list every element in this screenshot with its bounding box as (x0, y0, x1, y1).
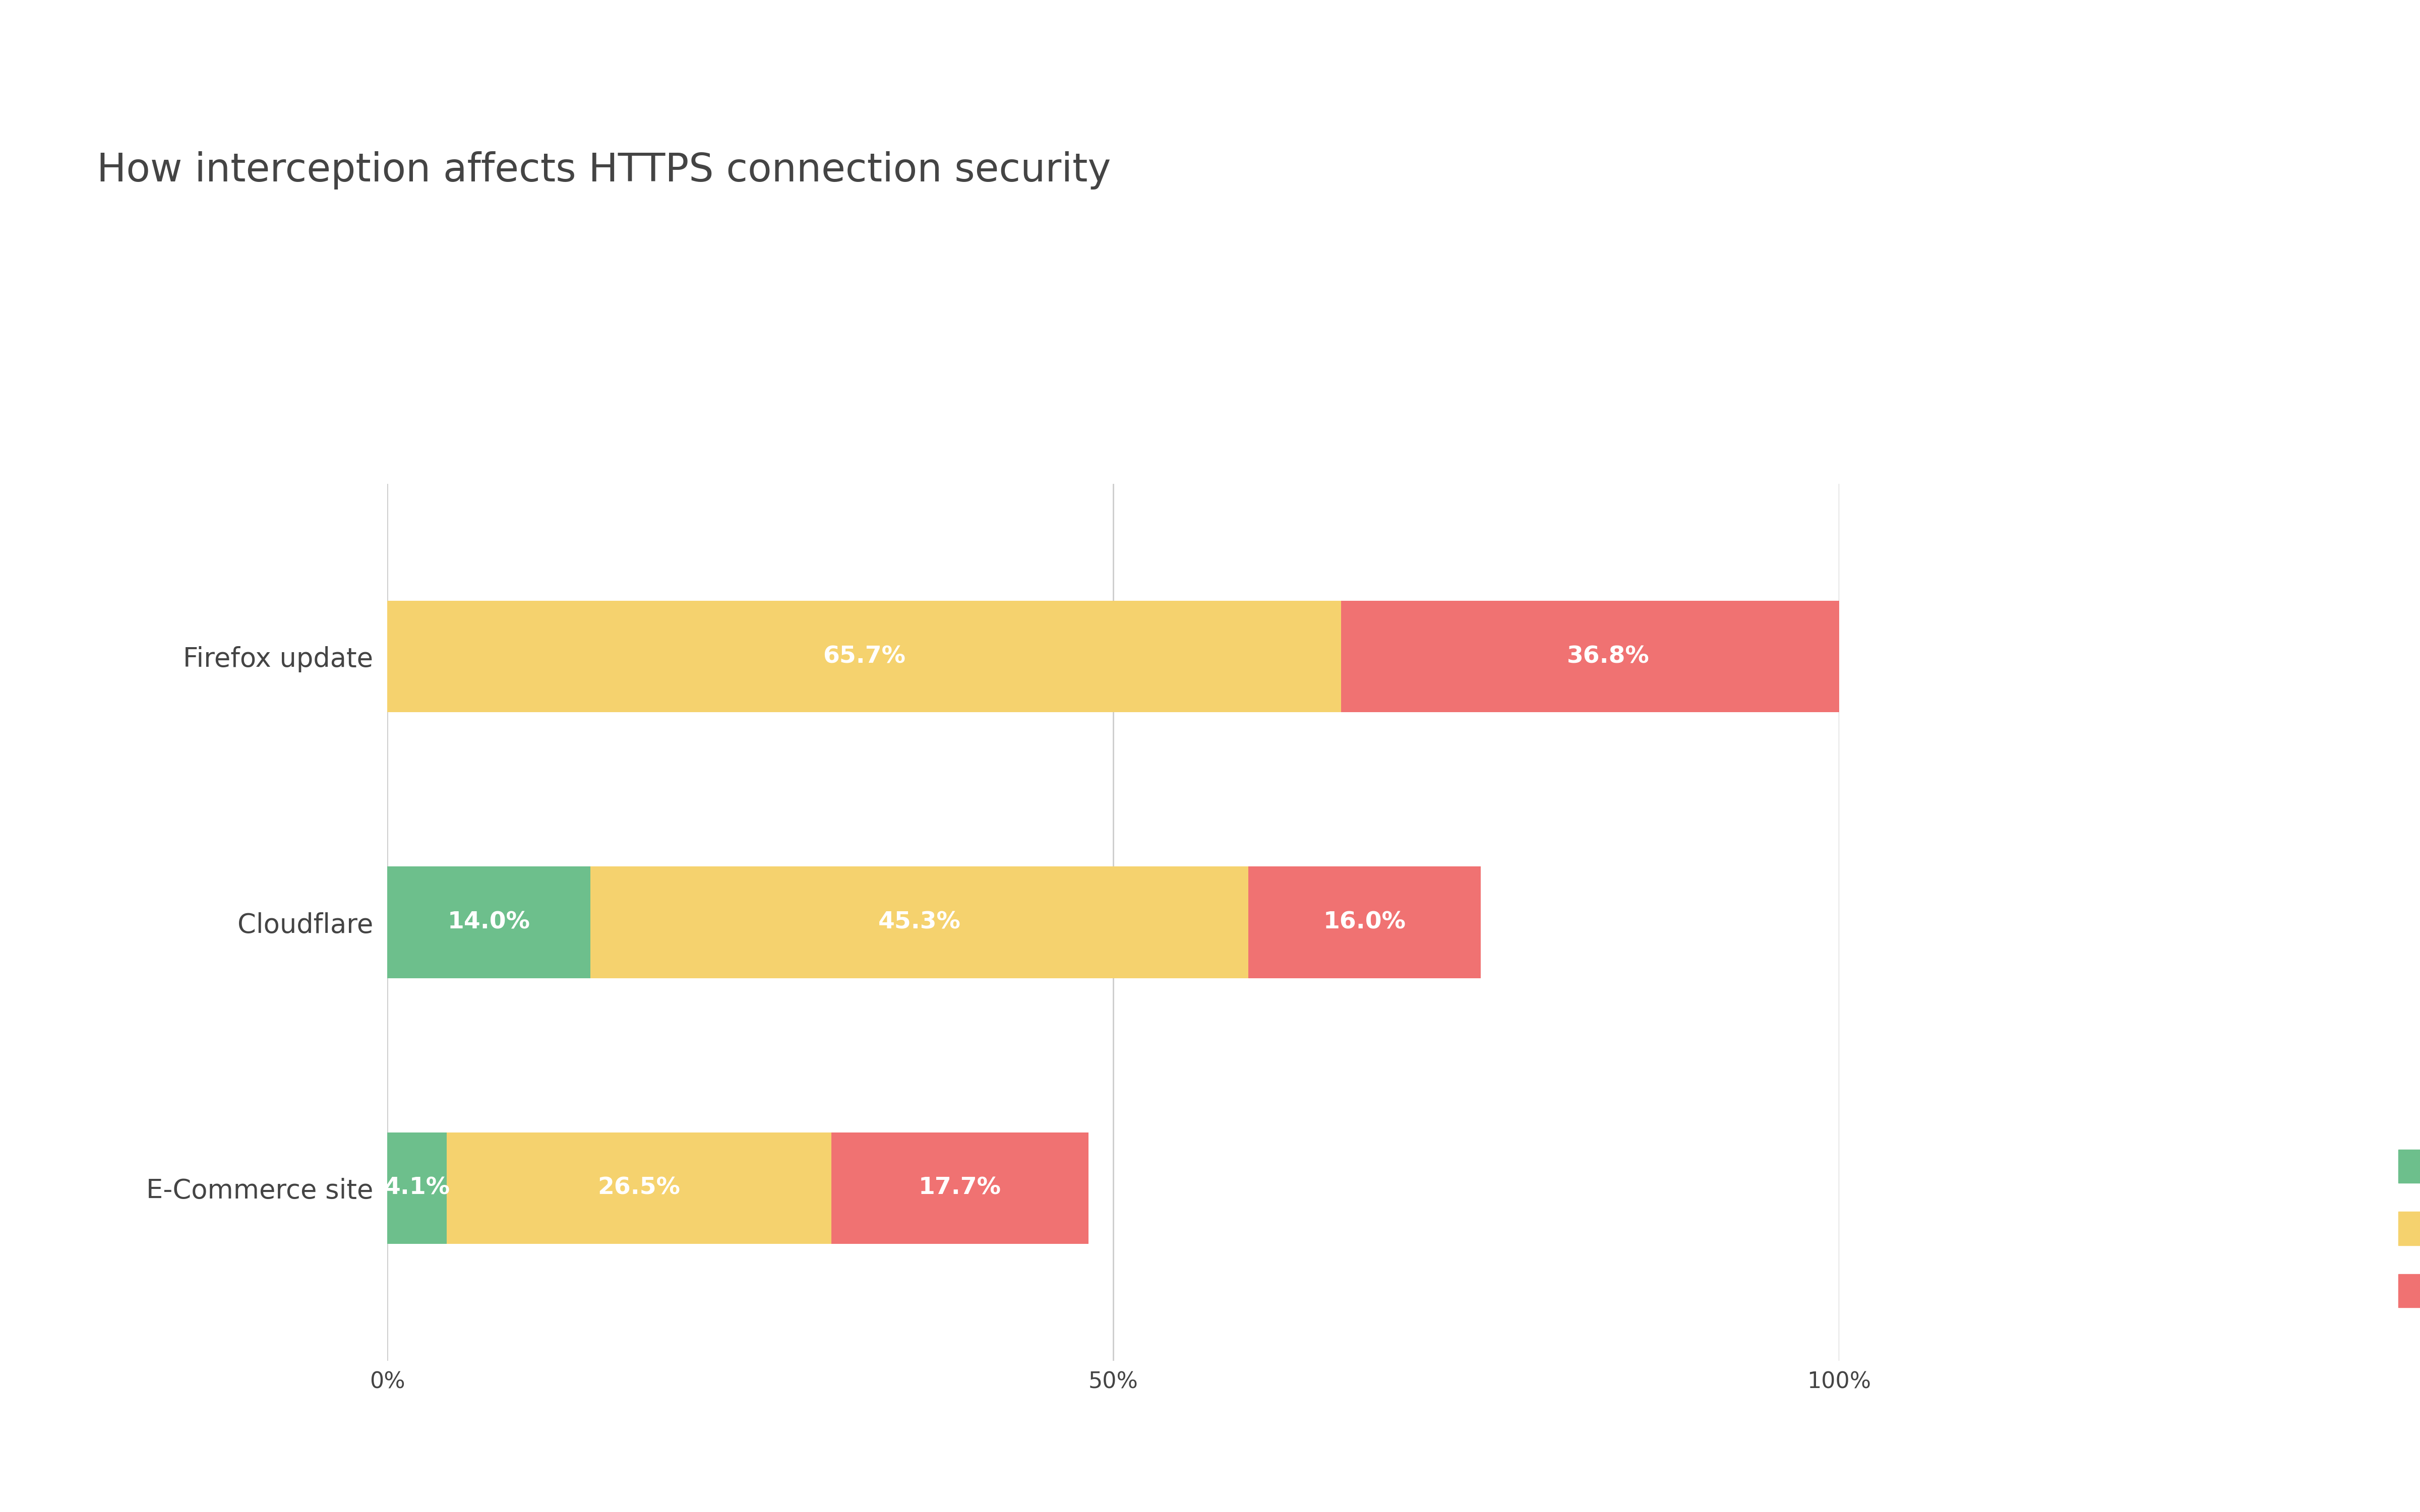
Bar (832, 1132, 1089, 1244)
Text: How interception affects HTTPS connection security: How interception affects HTTPS connectio… (97, 151, 1111, 189)
Bar (590, 866, 1249, 978)
Text: 17.7%: 17.7% (920, 1176, 1002, 1199)
Bar (1249, 866, 1481, 978)
Text: 16.0%: 16.0% (1324, 910, 1406, 933)
Text: 36.8%: 36.8% (1568, 646, 1650, 668)
Bar (387, 600, 1341, 712)
Bar (448, 1132, 832, 1244)
Bar (387, 1132, 448, 1244)
Text: 14.0%: 14.0% (448, 910, 530, 933)
Text: 26.5%: 26.5% (598, 1176, 680, 1199)
Text: 65.7%: 65.7% (823, 646, 905, 668)
Text: 45.3%: 45.3% (878, 910, 961, 933)
Text: 4.1%: 4.1% (385, 1176, 450, 1199)
Bar (1341, 600, 1876, 712)
Bar (387, 866, 590, 978)
Legend: Increase security, Decrease security, Break security: Increase security, Decrease security, Br… (2374, 1125, 2420, 1332)
